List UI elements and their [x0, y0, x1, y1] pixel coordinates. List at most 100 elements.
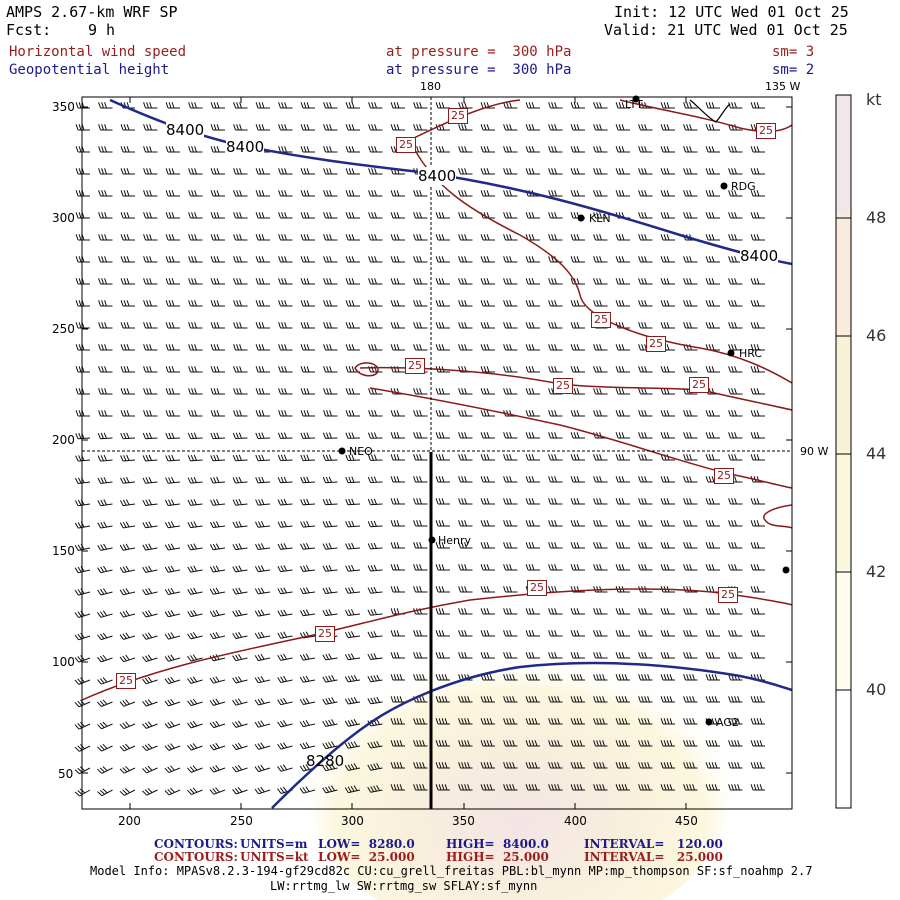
- colorbar-unit: kt: [866, 90, 882, 109]
- colorbar-band: [836, 689, 851, 808]
- speed-contour-label: 25: [718, 587, 738, 603]
- wind-barbs: [74, 102, 765, 797]
- colorbar-tick-40: 40: [866, 680, 887, 699]
- colorbar-band: [836, 213, 851, 333]
- field1-level: at pressure = 300 hPa: [386, 44, 572, 60]
- station-dot-hrc: [727, 349, 735, 357]
- axis-ticks: [82, 97, 792, 809]
- station-dot-kln: [577, 214, 585, 222]
- legend-low-1: LOW= 8280.0: [318, 837, 415, 851]
- speed-contour-east: [619, 99, 793, 133]
- x-tick-200: 200: [118, 814, 141, 828]
- colorbar-tick-42: 42: [866, 562, 887, 581]
- speed-contour-label: 25: [756, 123, 776, 139]
- station-dot-ag2: [705, 718, 713, 726]
- field2-level: at pressure = 300 hPa: [386, 62, 572, 78]
- station-label-rdg: RDG: [731, 180, 756, 193]
- y-tick-100: 100: [52, 655, 75, 669]
- station-label-kln: KLN: [589, 212, 611, 225]
- station-dot-rdg: [720, 182, 728, 190]
- legend-low-2: LOW= 25.000: [318, 850, 415, 864]
- legend-interval-2: INTERVAL= 25.000: [584, 850, 723, 864]
- forecast-label: Fcst:: [6, 21, 52, 39]
- colorbar-tick-46: 46: [866, 326, 887, 345]
- y-tick-200: 200: [52, 433, 75, 447]
- speed-contour-label: 25: [116, 673, 136, 689]
- y-tick-350: 350: [52, 100, 75, 114]
- speed-contour-label: 25: [448, 108, 468, 124]
- colorbar-band: [836, 95, 851, 214]
- legend-units-1: UNITS=m: [240, 837, 308, 851]
- height-label-8400-d: 8400: [740, 247, 779, 265]
- wind-barb-field: [74, 102, 765, 797]
- legend-high-2: HIGH= 25.000: [446, 850, 549, 864]
- height-contour-8280: [271, 661, 793, 809]
- model-title: AMPS 2.67-km WRF SP: [6, 3, 178, 21]
- speed-contour-label: 25: [714, 468, 734, 484]
- speed-contour-label: 25: [553, 378, 573, 394]
- speed-contour-label: 25: [396, 137, 416, 153]
- legend-interval-1: INTERVAL= 120.00: [584, 837, 723, 851]
- field2-name: Geopotential height: [9, 62, 170, 78]
- colorbar-band: [836, 570, 851, 690]
- y-tick-300: 300: [52, 211, 75, 225]
- x-tick-250: 250: [230, 814, 253, 828]
- legend-contours-label-1: CONTOURS:: [154, 837, 238, 851]
- coastline: [689, 99, 731, 123]
- x-tick-350: 350: [452, 814, 475, 828]
- forecast-hours: 9 h: [88, 21, 116, 39]
- y-tick-250: 250: [52, 322, 75, 336]
- speed-contour-label: 25: [646, 336, 666, 352]
- colorbar-band: [836, 332, 851, 452]
- speed-contour-label: 25: [689, 377, 709, 393]
- x-tick-400: 400: [564, 814, 587, 828]
- field2-smooth: sm= 2: [772, 62, 815, 78]
- init-time: Init: 12 UTC Wed 01 Oct 25: [614, 3, 849, 21]
- x-tick-300: 300: [341, 814, 364, 828]
- height-label-8400-b: 8400: [226, 138, 265, 156]
- x-tick-450: 450: [675, 814, 698, 828]
- wind-speed-shading: [310, 640, 730, 900]
- speed-contour-loop: [354, 362, 379, 377]
- station-dots: [338, 95, 790, 726]
- legend-units-2: UNITS=kt: [240, 850, 309, 864]
- colorbar-tick-44: 44: [866, 444, 887, 463]
- height-label-8280: 8280: [306, 752, 345, 770]
- colorbar-tick-48: 48: [866, 208, 887, 227]
- station-label-hrc: HRC: [739, 347, 763, 360]
- station-label-neo: NEO: [349, 445, 373, 458]
- speed-contour-mid2: [369, 387, 793, 489]
- plot-frame: [81, 96, 793, 810]
- meridian-label-180: 180: [420, 80, 441, 93]
- meridian-label-135w: 135 W: [765, 80, 801, 93]
- station-dot-east: [782, 566, 790, 574]
- station-dot-ltt: [632, 95, 640, 103]
- height-label-8400-c: 8400: [418, 167, 457, 185]
- speed-contour-label: 25: [527, 580, 547, 596]
- station-label-ltt: LTT: [625, 98, 643, 111]
- y-tick-150: 150: [52, 544, 75, 558]
- speed-contour-mid: [359, 366, 793, 411]
- model-info-line2: LW:rrtmg_lw SW:rrtmg_sw SFLAY:sf_mynn: [270, 879, 538, 893]
- station-dot-henry: [428, 536, 436, 544]
- field1-smooth: sm= 3: [772, 44, 815, 60]
- valid-time: Valid: 21 UTC Wed 01 Oct 25: [604, 21, 848, 39]
- station-dot-neo: [338, 447, 346, 455]
- speed-contour-north: [409, 99, 793, 384]
- meridian-label-90w: 90 W: [800, 445, 829, 458]
- station-label-ag2: AG2: [716, 716, 739, 729]
- y-tick-50: 50: [58, 767, 74, 781]
- speed-contour-label: 25: [315, 626, 335, 642]
- speed-contour-label: 25: [591, 312, 611, 328]
- model-info-line1: Model Info: MPASv8.2.3-194-gf29cd82c CU:…: [90, 864, 813, 878]
- speed-contour-label: 25: [405, 358, 425, 374]
- colorbar-band: [836, 451, 851, 571]
- field1-name: Horizontal wind speed: [9, 44, 187, 60]
- axis-tick-marks: [82, 97, 792, 809]
- legend-contours-label-2: CONTOURS:: [154, 850, 238, 864]
- speed-contour-east-loop: [763, 504, 793, 529]
- station-label-henry: Henry: [438, 534, 472, 547]
- height-label-8400-a: 8400: [166, 121, 205, 139]
